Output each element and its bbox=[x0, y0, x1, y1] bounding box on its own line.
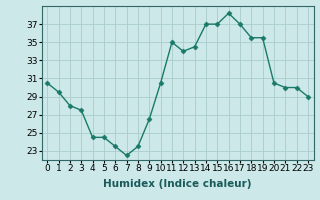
X-axis label: Humidex (Indice chaleur): Humidex (Indice chaleur) bbox=[103, 179, 252, 189]
